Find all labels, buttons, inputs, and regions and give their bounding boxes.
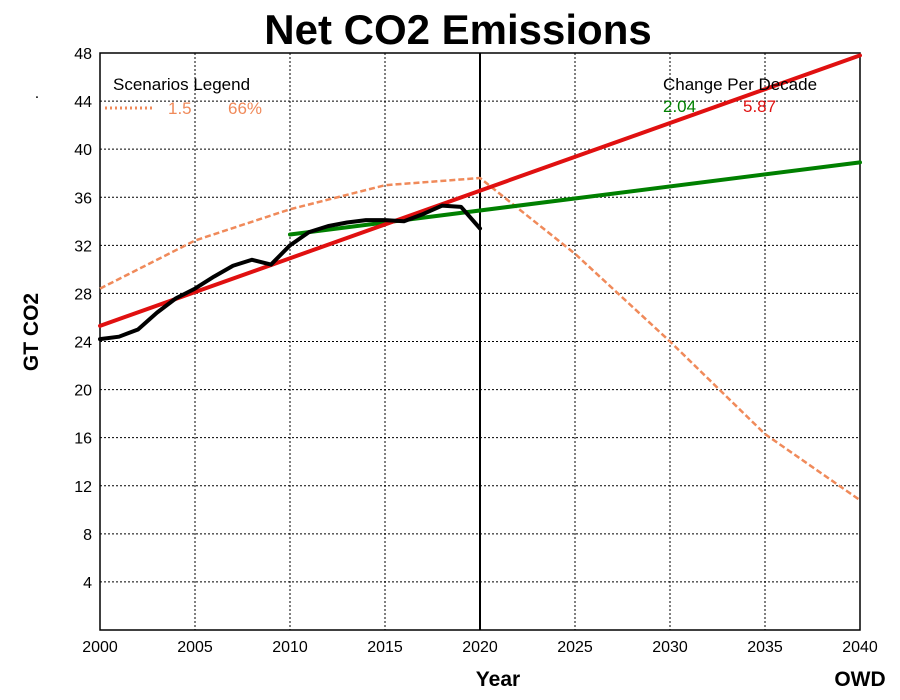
y-tick-label: 20 bbox=[74, 383, 92, 400]
y-tick-label: 40 bbox=[74, 142, 92, 159]
trend-value-green: 2.04 bbox=[663, 97, 696, 116]
y-tick-label: 24 bbox=[74, 335, 92, 352]
y-tick-label: 16 bbox=[74, 431, 92, 448]
y-tick-label: 8 bbox=[83, 527, 92, 544]
red-trend-line bbox=[98, 53, 862, 328]
source-label: OWD bbox=[834, 668, 885, 691]
legend-entry-label: 1.5 bbox=[168, 99, 192, 118]
series-lines bbox=[98, 53, 862, 630]
x-tick-label: 2005 bbox=[177, 639, 213, 656]
y-tick-label: 48 bbox=[74, 46, 92, 63]
y-tick-label: 32 bbox=[74, 238, 92, 255]
x-axis-label: Year bbox=[476, 668, 520, 691]
x-tick-label: 2010 bbox=[272, 639, 308, 656]
y-tick-label: 4 bbox=[83, 575, 92, 592]
y-axis-label: GT CO2 bbox=[20, 293, 43, 371]
x-tick-label: 2000 bbox=[82, 639, 118, 656]
trend-value-red: 5.87 bbox=[743, 97, 776, 116]
scenario-1-5-line bbox=[99, 176, 861, 502]
x-tick-label: 2030 bbox=[652, 639, 688, 656]
x-tick-label: 2025 bbox=[557, 639, 593, 656]
scenarios-legend: Scenarios Legend 1.5 66% bbox=[105, 75, 262, 118]
x-tick-label: 2020 bbox=[462, 639, 498, 656]
scenarios-legend-title: Scenarios Legend bbox=[113, 75, 250, 94]
trend-legend: Change Per Decade 2.04 5.87 bbox=[663, 75, 817, 116]
chart-title: Net CO2 Emissions bbox=[264, 6, 651, 53]
x-tick-label: 2035 bbox=[747, 639, 783, 656]
legend-entry-extra: 66% bbox=[228, 99, 262, 118]
x-tick-label: 2040 bbox=[842, 639, 878, 656]
historical-emissions-line bbox=[98, 203, 482, 342]
trend-legend-title: Change Per Decade bbox=[663, 75, 817, 94]
y-tick-label: 44 bbox=[74, 94, 92, 111]
y-tick-label: 12 bbox=[74, 479, 92, 496]
y-tick-label: 28 bbox=[74, 286, 92, 303]
y-tick-label: 36 bbox=[74, 190, 92, 207]
corner-mark: . bbox=[35, 85, 39, 102]
x-tick-label: 2015 bbox=[367, 639, 403, 656]
